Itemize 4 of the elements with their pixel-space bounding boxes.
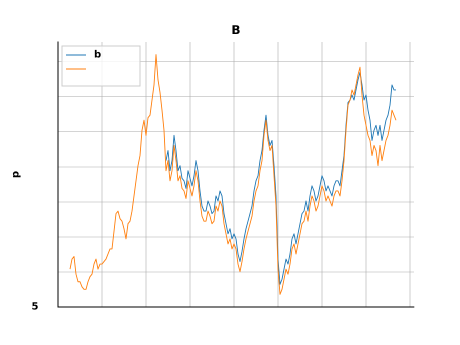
legend-label: b: [94, 50, 102, 61]
y-axis-title: p: [10, 170, 22, 178]
chart-title: B: [231, 23, 241, 38]
text: 5: [32, 302, 39, 313]
